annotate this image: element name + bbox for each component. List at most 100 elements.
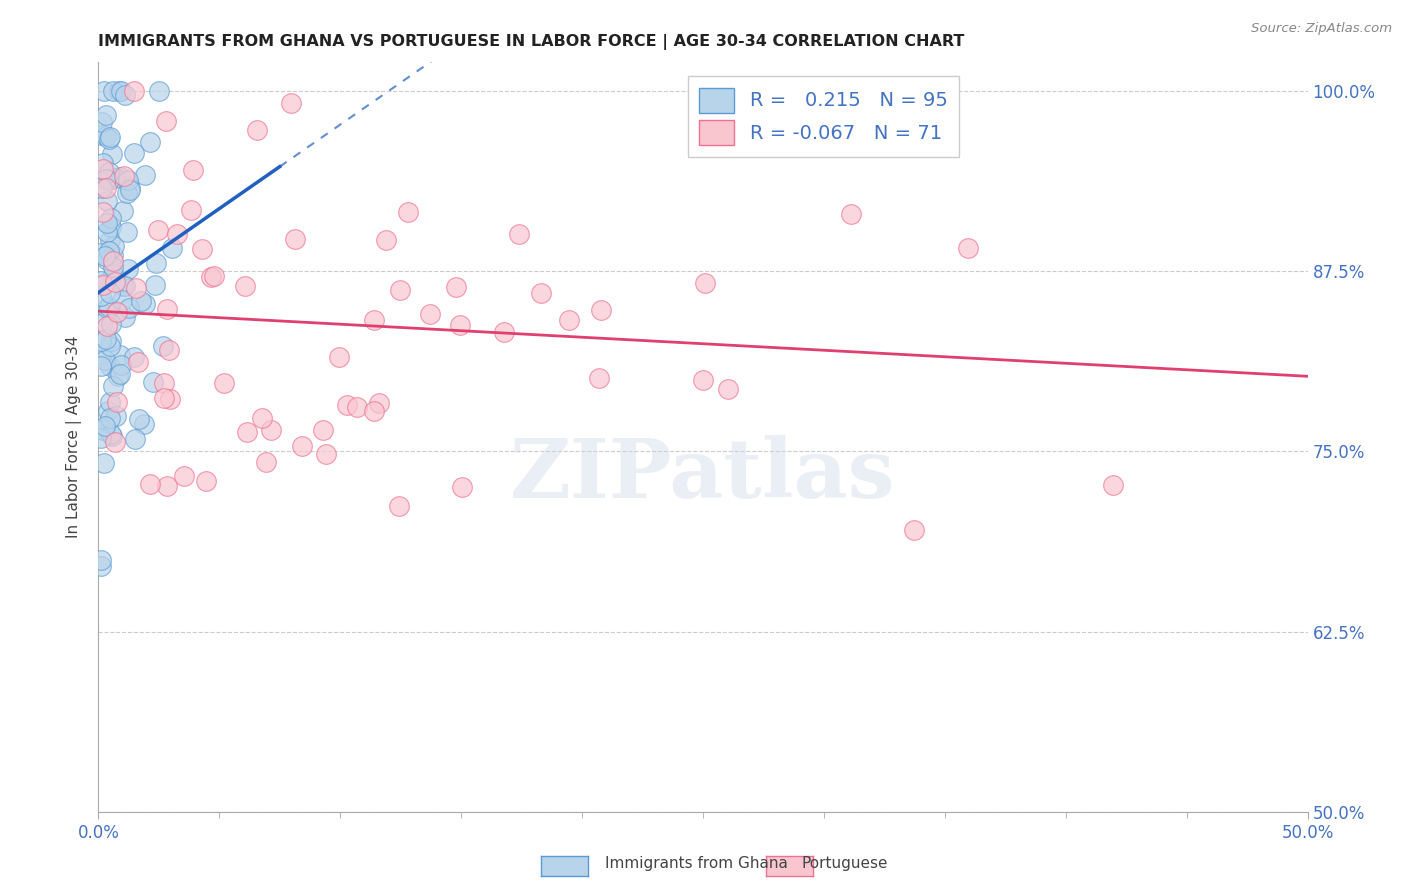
Point — [90, 422, 112, 436]
Point — [91, 205, 114, 219]
Point — [235, 425, 257, 439]
Point — [90, 559, 112, 574]
Point — [451, 480, 474, 494]
Point — [200, 270, 222, 285]
Point — [91, 115, 114, 129]
Point — [93, 456, 115, 470]
Point — [127, 355, 149, 369]
Text: Immigrants from Ghana: Immigrants from Ghana — [605, 856, 787, 871]
Point — [155, 302, 177, 317]
Point — [112, 169, 135, 184]
Point — [173, 468, 195, 483]
Point — [134, 168, 156, 182]
Text: Source: ZipAtlas.com: Source: ZipAtlas.com — [1251, 22, 1392, 36]
Point — [98, 129, 121, 144]
Point — [717, 382, 740, 396]
Point — [108, 84, 131, 98]
Point — [162, 242, 184, 256]
Point — [94, 277, 117, 291]
Point — [145, 256, 167, 270]
Point — [101, 429, 124, 443]
Point — [97, 403, 120, 417]
Text: IMMIGRANTS FROM GHANA VS PORTUGUESE IN LABOR FORCE | AGE 30-34 CORRELATION CHART: IMMIGRANTS FROM GHANA VS PORTUGUESE IN L… — [98, 34, 965, 50]
Point — [388, 284, 411, 298]
Point — [124, 84, 146, 98]
Point — [90, 334, 112, 349]
Point — [530, 285, 553, 300]
Point — [93, 249, 115, 263]
Point — [159, 392, 181, 406]
Point — [363, 404, 385, 418]
Point — [118, 183, 141, 197]
Point — [98, 394, 121, 409]
Point — [233, 278, 256, 293]
Point — [335, 398, 357, 412]
Point — [108, 367, 131, 381]
Point — [202, 268, 225, 283]
Point — [90, 274, 112, 288]
Point — [508, 227, 530, 241]
Point — [588, 370, 610, 384]
Point — [100, 219, 122, 234]
Point — [419, 307, 441, 321]
Point — [94, 108, 117, 122]
Point — [312, 423, 335, 437]
Point — [101, 267, 124, 281]
Point — [374, 233, 396, 247]
Point — [388, 500, 411, 514]
Point — [93, 352, 115, 367]
Point — [117, 186, 139, 201]
Point — [91, 277, 114, 292]
Point — [105, 305, 128, 319]
Point — [100, 334, 122, 349]
Point — [96, 301, 118, 315]
Point — [180, 203, 202, 218]
Point — [93, 423, 115, 437]
Point — [190, 242, 212, 256]
Point — [841, 206, 863, 220]
Point — [97, 300, 120, 314]
Point — [367, 395, 389, 409]
Point — [107, 368, 129, 383]
Point — [134, 297, 156, 311]
Point — [152, 339, 174, 353]
Point — [693, 276, 716, 290]
Point — [96, 194, 118, 209]
Point — [98, 165, 121, 179]
Point — [156, 479, 179, 493]
Text: Portuguese: Portuguese — [801, 856, 889, 871]
Point — [96, 216, 118, 230]
Point — [111, 293, 134, 307]
Point — [114, 310, 136, 325]
Point — [94, 332, 117, 346]
Y-axis label: In Labor Force | Age 30-34: In Labor Force | Age 30-34 — [66, 335, 83, 539]
Point — [117, 261, 139, 276]
Point — [903, 523, 925, 537]
Point — [90, 246, 112, 260]
Point — [117, 172, 139, 186]
Point — [96, 252, 118, 267]
Point — [104, 275, 127, 289]
Point — [100, 411, 122, 425]
Point — [100, 317, 122, 331]
Point — [90, 128, 112, 142]
Point — [91, 316, 114, 330]
Point — [254, 455, 277, 469]
Point — [96, 225, 118, 239]
Point — [98, 286, 121, 301]
Point — [118, 301, 141, 315]
Point — [90, 553, 112, 567]
Point — [328, 350, 350, 364]
Point — [90, 431, 112, 445]
Point — [98, 339, 121, 353]
Point — [146, 222, 169, 236]
Point — [194, 474, 217, 488]
Point — [104, 434, 127, 449]
Point — [101, 379, 124, 393]
Point — [122, 350, 145, 364]
Point — [101, 260, 124, 275]
Point — [97, 132, 120, 146]
Point — [284, 232, 307, 246]
Point — [107, 305, 129, 319]
Point — [259, 423, 281, 437]
